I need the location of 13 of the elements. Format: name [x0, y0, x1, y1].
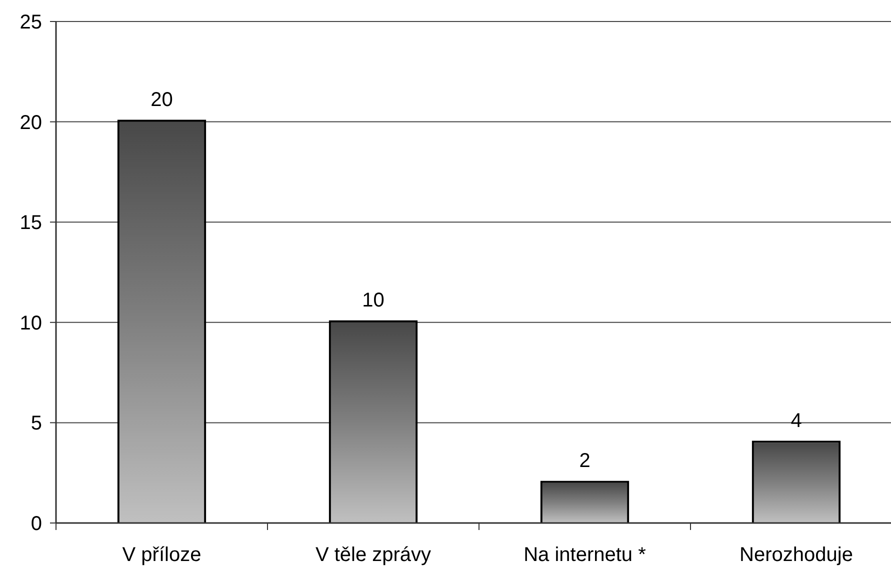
x-tick-label: V těle zprávy	[315, 544, 432, 566]
data-label: 10	[362, 289, 384, 312]
x-tick-label: V příloze	[122, 544, 202, 566]
y-tick-label: 25	[20, 12, 42, 34]
x-tick-label: Nerozhoduje	[740, 544, 853, 566]
y-tick-label: 20	[20, 112, 42, 134]
y-tick-label: 0	[30, 513, 42, 535]
y-tick-label: 10	[20, 312, 42, 334]
data-label: 2	[579, 450, 590, 472]
x-tick-label: Na internetu *	[524, 544, 646, 566]
y-tick-label: 5	[30, 412, 42, 435]
y-tick-label: 15	[20, 212, 42, 234]
data-label: 20	[150, 88, 173, 111]
